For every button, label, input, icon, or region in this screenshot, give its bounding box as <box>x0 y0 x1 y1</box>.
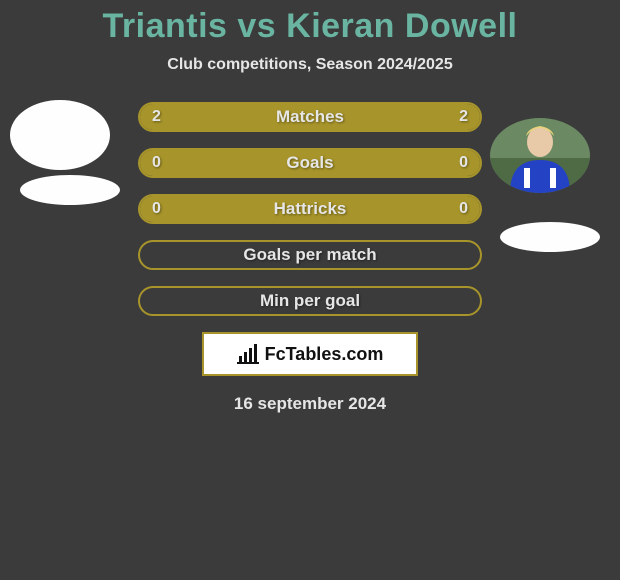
stat-row: Goals per match <box>138 240 482 270</box>
bar-chart-icon <box>237 344 261 364</box>
stat-value-right: 0 <box>459 154 468 172</box>
stat-label: Hattricks <box>274 199 347 219</box>
stat-label: Min per goal <box>260 291 360 311</box>
page-title: Triantis vs Kieran Dowell <box>0 7 620 46</box>
stat-value-right: 2 <box>459 108 468 126</box>
date-text: 16 september 2024 <box>0 394 620 414</box>
stat-label: Matches <box>276 107 344 127</box>
stat-row: Min per goal <box>138 286 482 316</box>
brand-text: FcTables.com <box>265 344 384 365</box>
stat-value-left: 0 <box>152 154 161 172</box>
stat-row: Goals 0 0 <box>138 148 482 178</box>
stat-row: Hattricks 0 0 <box>138 194 482 224</box>
page-subtitle: Club competitions, Season 2024/2025 <box>0 56 620 74</box>
stat-fill-right <box>310 150 480 176</box>
stat-label: Goals per match <box>243 245 376 265</box>
stat-value-left: 2 <box>152 108 161 126</box>
comparison-card: Triantis vs Kieran Dowell Club competiti… <box>0 0 620 450</box>
brand-box[interactable]: FcTables.com <box>202 332 418 376</box>
stat-row: Matches 2 2 <box>138 102 482 132</box>
stats-bars: Matches 2 2 Goals 0 0 Hattricks 0 0 Goals per mat… <box>0 102 620 316</box>
stat-label: Goals <box>286 153 333 173</box>
stat-value-left: 0 <box>152 200 161 218</box>
stat-value-right: 0 <box>459 200 468 218</box>
stat-fill-left <box>140 150 310 176</box>
